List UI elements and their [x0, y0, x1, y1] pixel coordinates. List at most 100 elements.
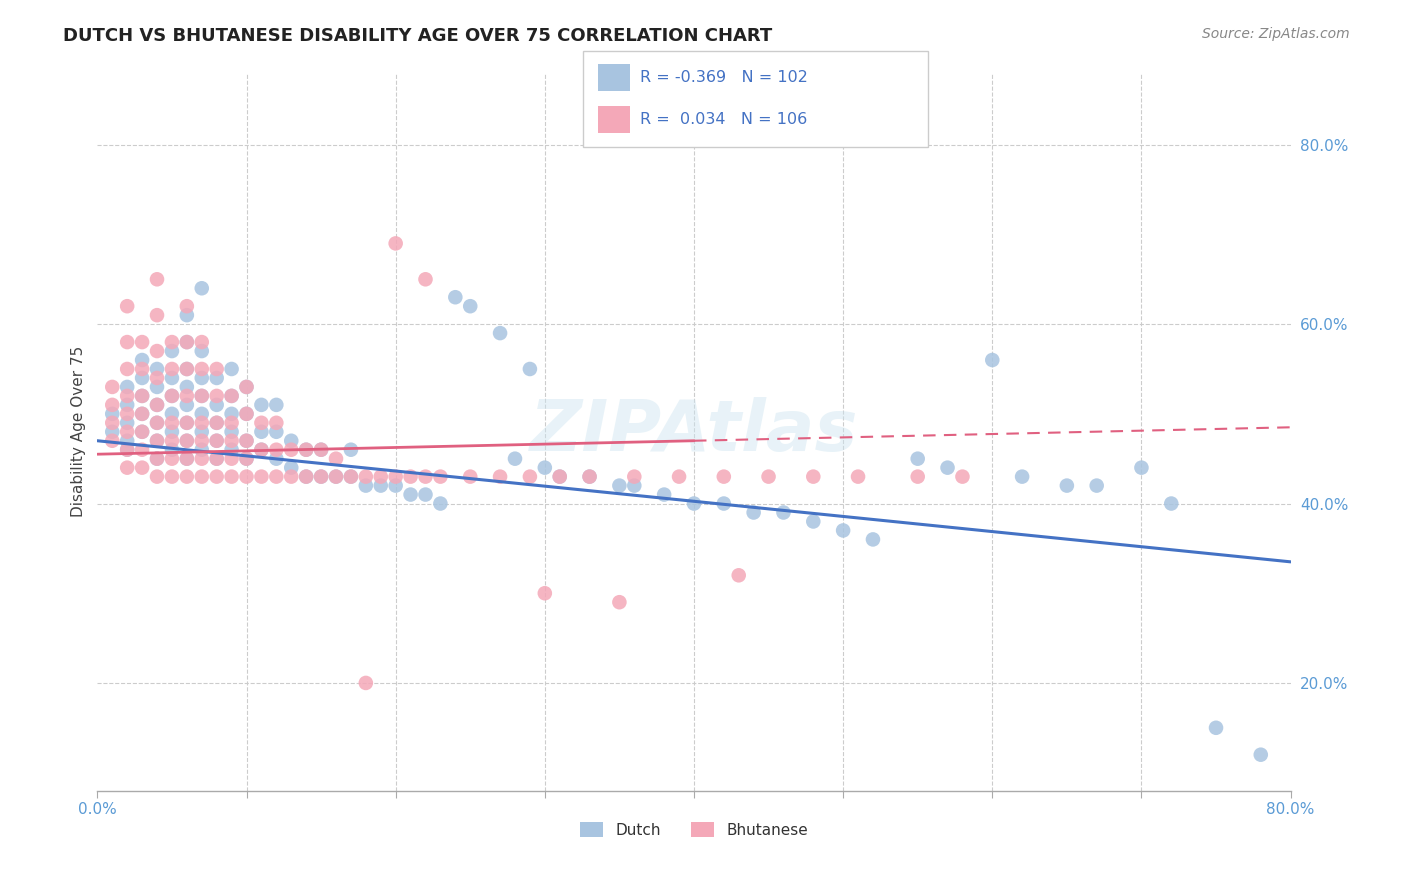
Point: [101, 416, 124, 430]
Point: [1205, 721, 1227, 735]
Point: [235, 451, 257, 466]
Point: [190, 442, 212, 457]
Point: [742, 506, 765, 520]
Y-axis label: Disability Age Over 75: Disability Age Over 75: [72, 346, 86, 517]
Point: [1011, 469, 1033, 483]
Point: [131, 353, 153, 368]
Point: [235, 407, 257, 421]
Point: [250, 469, 273, 483]
Point: [713, 469, 735, 483]
Point: [280, 460, 302, 475]
Point: [295, 469, 318, 483]
Point: [205, 389, 228, 403]
Point: [176, 334, 198, 349]
Point: [832, 524, 855, 538]
Point: [176, 416, 198, 430]
Point: [578, 469, 600, 483]
Point: [295, 442, 318, 457]
Point: [160, 389, 183, 403]
Point: [115, 362, 138, 376]
Point: [235, 407, 257, 421]
Point: [235, 380, 257, 394]
Point: [713, 497, 735, 511]
Point: [444, 290, 467, 304]
Point: [399, 487, 422, 501]
Point: [266, 442, 288, 457]
Point: [609, 478, 631, 492]
Point: [1160, 497, 1182, 511]
Point: [176, 299, 198, 313]
Point: [623, 478, 645, 492]
Legend: Dutch, Bhutanese: Dutch, Bhutanese: [574, 815, 814, 844]
Point: [190, 389, 212, 403]
Point: [309, 469, 332, 483]
Point: [609, 595, 631, 609]
Point: [205, 398, 228, 412]
Point: [384, 236, 406, 251]
Point: [176, 380, 198, 394]
Point: [131, 362, 153, 376]
Point: [952, 469, 974, 483]
Point: [146, 398, 169, 412]
Point: [325, 469, 347, 483]
Point: [101, 407, 124, 421]
Point: [668, 469, 690, 483]
Point: [623, 469, 645, 483]
Point: [683, 497, 706, 511]
Text: DUTCH VS BHUTANESE DISABILITY AGE OVER 75 CORRELATION CHART: DUTCH VS BHUTANESE DISABILITY AGE OVER 7…: [63, 27, 772, 45]
Point: [176, 308, 198, 322]
Point: [176, 334, 198, 349]
Point: [101, 434, 124, 448]
Point: [115, 442, 138, 457]
Point: [131, 425, 153, 439]
Point: [101, 425, 124, 439]
Point: [190, 425, 212, 439]
Point: [533, 586, 555, 600]
Point: [415, 469, 437, 483]
Point: [907, 469, 929, 483]
Point: [146, 451, 169, 466]
Point: [340, 469, 363, 483]
Point: [354, 478, 377, 492]
Point: [146, 398, 169, 412]
Text: R =  0.034   N = 106: R = 0.034 N = 106: [640, 112, 807, 127]
Point: [176, 434, 198, 448]
Point: [340, 469, 363, 483]
Point: [131, 442, 153, 457]
Point: [190, 469, 212, 483]
Point: [205, 451, 228, 466]
Point: [176, 434, 198, 448]
Point: [176, 469, 198, 483]
Point: [280, 434, 302, 448]
Point: [266, 425, 288, 439]
Point: [101, 380, 124, 394]
Point: [190, 407, 212, 421]
Point: [221, 434, 243, 448]
Point: [160, 362, 183, 376]
Point: [115, 380, 138, 394]
Point: [146, 344, 169, 359]
Text: R = -0.369   N = 102: R = -0.369 N = 102: [640, 70, 807, 85]
Point: [146, 416, 169, 430]
Point: [221, 469, 243, 483]
Point: [205, 434, 228, 448]
Point: [146, 434, 169, 448]
Point: [146, 371, 169, 385]
Point: [309, 469, 332, 483]
Point: [115, 334, 138, 349]
Point: [176, 416, 198, 430]
Point: [1085, 478, 1108, 492]
Point: [266, 451, 288, 466]
Point: [936, 460, 959, 475]
Point: [205, 362, 228, 376]
Point: [415, 487, 437, 501]
Point: [981, 353, 1004, 368]
Point: [115, 442, 138, 457]
Point: [190, 389, 212, 403]
Point: [235, 380, 257, 394]
Point: [309, 442, 332, 457]
Point: [1250, 747, 1272, 762]
Point: [176, 451, 198, 466]
Point: [160, 442, 183, 457]
Point: [727, 568, 749, 582]
